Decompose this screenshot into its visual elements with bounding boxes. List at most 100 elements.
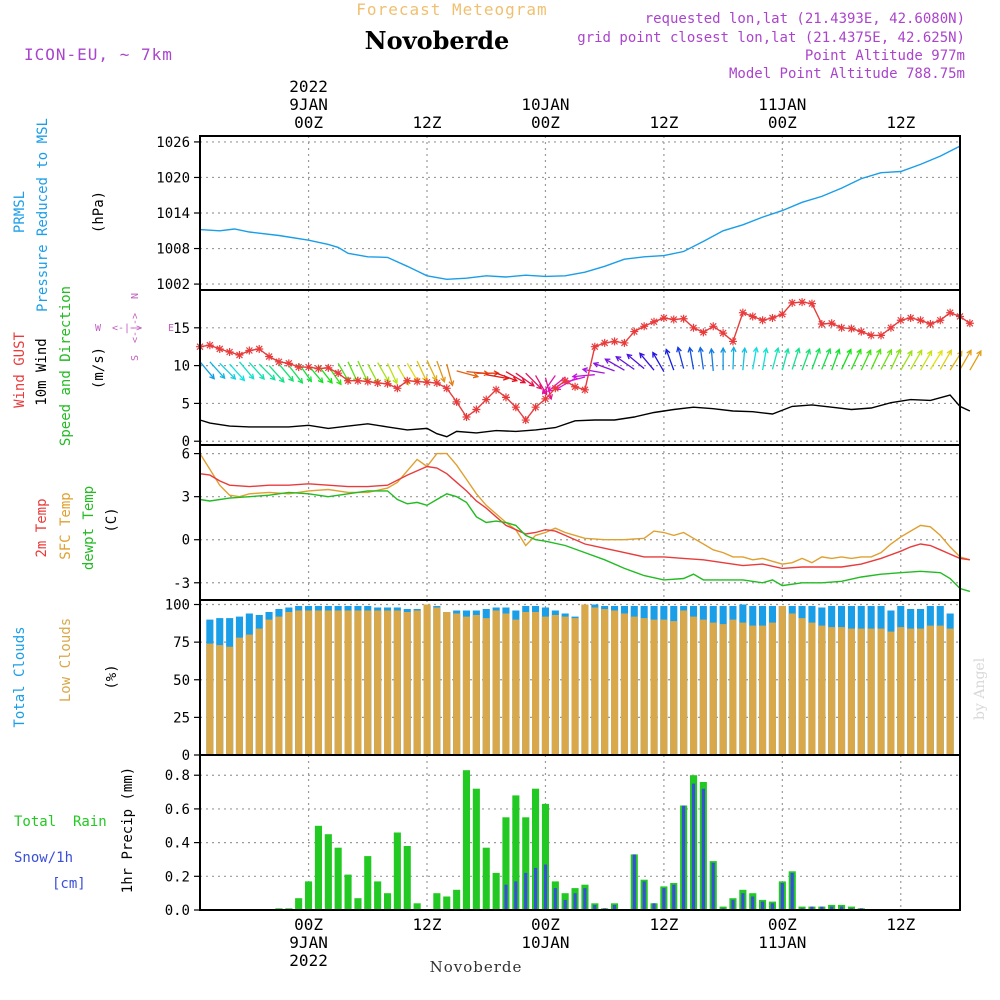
wind-arrow-head bbox=[571, 373, 578, 380]
gust-marker bbox=[817, 320, 826, 329]
gust-marker bbox=[442, 384, 451, 393]
temp2m-label: 2m Temp bbox=[34, 498, 50, 557]
wind-arrow-shaft bbox=[689, 347, 695, 370]
gust-marker bbox=[462, 413, 471, 422]
bar-snow-1h bbox=[741, 893, 745, 910]
bar-snow-1h bbox=[593, 904, 597, 910]
bar-low-clouds bbox=[206, 643, 214, 755]
gust-marker bbox=[452, 397, 461, 406]
gust-marker bbox=[689, 323, 698, 332]
bar-total-rain bbox=[472, 788, 480, 910]
wind-arrow-shaft bbox=[811, 348, 821, 370]
gust-marker bbox=[650, 317, 659, 326]
gust-marker bbox=[738, 308, 747, 317]
bar-snow-1h bbox=[652, 903, 656, 910]
wind-arrow-shaft bbox=[801, 349, 811, 371]
wind-arrow-shaft bbox=[959, 350, 972, 370]
bar-total-rain bbox=[482, 847, 490, 910]
wind-arrow-shaft bbox=[238, 361, 255, 380]
header: Forecast Meteogram Novoberde ICON-EU, ~ … bbox=[24, 0, 988, 976]
pressure-series bbox=[199, 145, 961, 281]
forecast-subtitle: Forecast Meteogram bbox=[356, 0, 547, 19]
time-label: 11JAN bbox=[758, 95, 806, 114]
wind-arrow-shaft bbox=[229, 363, 245, 381]
bar-total-rain bbox=[295, 898, 303, 910]
y-tick-label: 5 bbox=[182, 396, 190, 412]
wind-arrow-shaft bbox=[582, 368, 605, 374]
wind-arrow-head bbox=[639, 352, 645, 359]
wind-arrow-head bbox=[784, 347, 790, 354]
bar-low-clouds bbox=[453, 613, 461, 755]
bar-low-clouds bbox=[798, 618, 806, 755]
footer-location: Novoberde bbox=[430, 958, 523, 976]
gust-marker bbox=[748, 312, 757, 321]
bar-low-clouds bbox=[216, 645, 224, 755]
wind-arrow-shaft bbox=[572, 374, 595, 378]
bar-low-clouds bbox=[788, 613, 796, 755]
wind-arrow-head bbox=[664, 348, 671, 355]
bar-snow-1h bbox=[672, 884, 676, 910]
wind-arrow-shaft bbox=[525, 372, 542, 390]
bar-low-clouds bbox=[739, 622, 747, 755]
wind-arrow-head bbox=[741, 346, 748, 354]
pressure-grid bbox=[200, 136, 960, 290]
bar-total-rain bbox=[324, 834, 332, 910]
bar-snow-1h bbox=[840, 906, 844, 910]
wind-arrow-shaft bbox=[761, 348, 768, 371]
wind-arrow-shaft bbox=[406, 363, 419, 383]
wind-arrow-shaft bbox=[626, 353, 645, 370]
total-rain-label: Total Rain bbox=[14, 814, 107, 830]
bar-snow-1h bbox=[790, 872, 794, 910]
pressure-panel: 1002 1008 1014 1020 1026 PRMSL Pressure Redu… bbox=[12, 118, 961, 312]
bar-low-clouds bbox=[265, 619, 273, 755]
time-label: 12Z bbox=[886, 915, 915, 934]
bar-low-clouds bbox=[344, 610, 352, 755]
gust-marker bbox=[373, 379, 382, 387]
wind-arrow-head bbox=[306, 376, 313, 383]
bar-total-rain bbox=[502, 817, 510, 910]
gust-marker bbox=[383, 379, 392, 388]
bar-snow-1h bbox=[691, 783, 696, 910]
gust-marker bbox=[324, 363, 333, 372]
gust-marker bbox=[511, 403, 520, 412]
gust-marker bbox=[580, 385, 589, 394]
bar-low-clouds bbox=[462, 616, 470, 755]
gust-marker bbox=[877, 331, 886, 340]
gust-marker bbox=[353, 376, 362, 385]
wind-arrow-head bbox=[239, 375, 246, 382]
series-line-dewpt-temp bbox=[199, 490, 971, 593]
bar-low-clouds bbox=[354, 610, 362, 755]
gust-marker bbox=[314, 364, 323, 373]
wind-speed-direction-label: Speed and Direction bbox=[58, 286, 74, 446]
bar-low-clouds bbox=[818, 625, 826, 755]
time-label: 12Z bbox=[649, 113, 678, 132]
wind-arrow-head bbox=[615, 355, 622, 362]
wind-arrow-head bbox=[259, 373, 265, 380]
wind-arrow-shaft bbox=[752, 347, 758, 370]
bar-low-clouds bbox=[443, 612, 451, 755]
bar-low-clouds bbox=[907, 628, 915, 755]
bar-low-clouds bbox=[285, 612, 293, 755]
bar-snow-1h bbox=[770, 903, 775, 910]
gust-marker bbox=[857, 327, 866, 336]
gust-marker bbox=[501, 393, 510, 402]
bar-low-clouds bbox=[867, 628, 875, 755]
wind-arrow-head bbox=[541, 388, 548, 395]
gust-marker bbox=[590, 342, 599, 351]
gust-marker bbox=[255, 344, 264, 353]
gust-marker bbox=[284, 359, 293, 368]
y-tick-label: 1020 bbox=[156, 170, 190, 186]
compass-w: W bbox=[95, 323, 102, 334]
bar-low-clouds bbox=[847, 628, 855, 755]
bar-low-clouds bbox=[917, 628, 925, 755]
location-title: Novoberde bbox=[365, 26, 510, 55]
gust-marker bbox=[867, 331, 876, 340]
precip-y-axis: 0.0 0.2 0.4 0.6 0.8 bbox=[165, 768, 200, 919]
temperature-axis-labels: 2m Temp SFC Temp dewpt Temp (C) bbox=[34, 486, 120, 570]
bar-total-rain bbox=[344, 874, 352, 910]
bar-low-clouds bbox=[877, 628, 885, 755]
bar-low-clouds bbox=[571, 618, 579, 755]
gust-marker bbox=[807, 299, 816, 308]
wind-arrow-shaft bbox=[831, 349, 840, 371]
